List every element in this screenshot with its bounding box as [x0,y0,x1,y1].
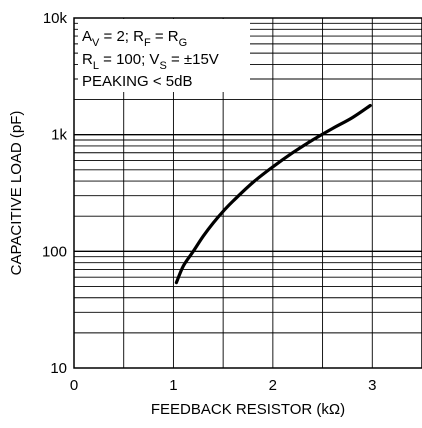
plot-frame [73,17,422,369]
annotation-line-1: AV = 2; RF = RG [82,28,187,49]
y-tick-label: 10k [43,10,68,27]
y-tick-label: 10 [50,360,67,377]
annotation: AV = 2; RF = RG RL = 100; VS = ±15V PEAK… [78,19,250,92]
annotation-line-3: PEAKING < 5dB [82,73,192,90]
x-axis-label: FEEDBACK RESISTOR (kΩ) [151,401,345,418]
annotation-box [78,19,250,92]
y-tick-label: 1k [51,127,67,144]
tick-labels: 0 1 2 3 10 100 1k 10k [42,10,376,394]
y-tick-label: 100 [42,243,67,260]
y-axis-label: CAPACITIVE LOAD (pF) [8,111,25,276]
x-tick-label: 2 [269,377,277,394]
x-tick-label: 1 [169,377,177,394]
series-line [174,103,372,285]
x-tick-label: 3 [368,377,376,394]
x-tick-label: 0 [70,377,78,394]
annotation-line-2: RL = 100; VS = ±15V [82,51,219,72]
series-layer [174,103,372,285]
